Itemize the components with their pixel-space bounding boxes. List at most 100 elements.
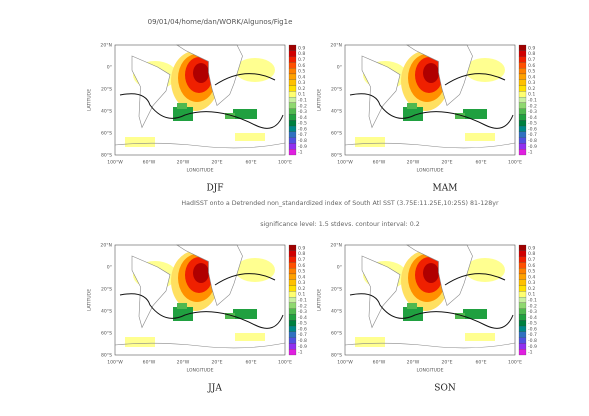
colorbar-cell	[288, 62, 297, 69]
colorbar-label: -0.9	[298, 144, 307, 150]
colorbar-label: 0.9	[528, 45, 535, 51]
x-axis-title: LONGITUDE	[187, 368, 214, 374]
colorbar-cell	[288, 279, 297, 286]
x-tick-label: 100°W	[107, 360, 123, 366]
colorbar-cell	[518, 262, 527, 269]
x-tick-label: 100°E	[278, 160, 292, 166]
colorbar-label: 0.2	[298, 86, 305, 92]
y-tick-label: 0°	[337, 65, 342, 71]
colorbar-label: 0.3	[298, 280, 305, 286]
y-tick-label: 0°	[337, 265, 342, 271]
map	[344, 44, 516, 156]
colorbar-cell	[518, 314, 527, 321]
y-tick-label: 20°N	[330, 243, 342, 249]
colorbar-cell	[288, 297, 297, 303]
colorbar-label: 0.5	[298, 69, 305, 75]
colorbar-label: -0.1	[298, 98, 307, 104]
colorbar-cell	[288, 85, 297, 92]
colorbar-label: -0.1	[298, 298, 307, 304]
colorbar-cell	[518, 108, 527, 115]
y-tick-label: 60°S	[101, 131, 112, 137]
colorbar-label: -0.8	[528, 138, 537, 144]
colorbar-cell	[288, 302, 297, 309]
y-tick-label: 40°S	[101, 309, 112, 315]
colorbar-label: 0.7	[298, 57, 305, 63]
colorbar-label: -1	[298, 350, 303, 356]
colorbar-cell	[288, 125, 297, 132]
map	[114, 44, 286, 156]
y-tick-label: 20°S	[331, 87, 342, 93]
colorbar-cell	[518, 343, 527, 350]
colorbar-label: 0.4	[528, 74, 535, 80]
colorbar-cell	[288, 256, 297, 263]
colorbar-label: -0.3	[298, 309, 307, 315]
colorbar-label: -0.2	[528, 103, 537, 109]
x-tick-label: 20°E	[441, 160, 452, 166]
colorbar-label: -0.5	[528, 321, 537, 327]
colorbar-label: 0.2	[528, 286, 535, 292]
colorbar-cell	[288, 291, 297, 298]
colorbar-cell	[518, 285, 527, 292]
x-tick-label: 60°W	[373, 160, 386, 166]
colorbar-cell	[518, 320, 527, 327]
colorbar-cell	[518, 91, 527, 98]
colorbar-label: -0.8	[298, 138, 307, 144]
colorbar-cell	[518, 44, 527, 51]
colorbar-cell	[288, 343, 297, 350]
colorbar-cell	[288, 50, 297, 57]
colorbar-cell	[288, 244, 297, 251]
colorbar-cell	[288, 79, 297, 86]
colorbar-label: 0.9	[298, 45, 305, 51]
colorbar-label: 0.8	[528, 51, 535, 57]
colorbar-cell	[288, 349, 297, 356]
colorbar-cell	[288, 149, 297, 156]
colorbar-label: -0.5	[298, 121, 307, 127]
colorbar-label: -0.8	[298, 338, 307, 344]
colorbar-cell	[518, 331, 527, 338]
colorbar-cell	[518, 68, 527, 75]
y-axis-title: LATITUDE	[317, 89, 323, 111]
colorbar-label: 0.7	[528, 57, 535, 63]
colorbar-label: 0.5	[298, 269, 305, 275]
colorbar-cell	[518, 308, 527, 315]
colorbar-cell	[288, 273, 297, 280]
x-tick-label: 20°E	[211, 360, 222, 366]
colorbar-label: -0.9	[298, 344, 307, 350]
colorbar-cell	[518, 273, 527, 280]
colorbar-label: -0.7	[528, 132, 537, 138]
colorbar-cell	[518, 125, 527, 132]
colorbar-cell	[288, 120, 297, 127]
colorbar-cell	[518, 297, 527, 303]
x-tick-label: 20°E	[441, 360, 452, 366]
colorbar-cell	[288, 114, 297, 121]
colorbar-cell	[288, 102, 297, 109]
colorbar-label: -0.3	[298, 109, 307, 115]
y-tick-label: 40°S	[331, 109, 342, 115]
colorbar-label: -0.1	[528, 298, 537, 304]
x-tick-label: 100°W	[337, 160, 353, 166]
colorbar-cell	[518, 143, 527, 150]
x-tick-label: 100°E	[508, 360, 522, 366]
caption-line: HadISST onto a Detrended non_standardize…	[181, 200, 499, 207]
header: 09/01/04/home/dan/WORK/Algunos/Fig1e	[148, 18, 293, 26]
colorbar-cell	[518, 73, 527, 80]
x-tick-label: 60°W	[373, 360, 386, 366]
colorbar-cell	[518, 97, 527, 103]
colorbar-cell	[518, 85, 527, 92]
y-tick-label: 80°S	[331, 153, 342, 159]
season-label: MAM	[433, 184, 458, 194]
colorbar-label: 0.1	[298, 292, 305, 298]
colorbar-cell	[518, 79, 527, 86]
x-tick-label: 20°W	[177, 360, 190, 366]
colorbar-cell	[518, 137, 527, 144]
colorbar-cell	[288, 56, 297, 63]
colorbar-label: 0.5	[528, 69, 535, 75]
colorbar-label: -0.4	[298, 315, 307, 321]
colorbar-label: -0.6	[298, 126, 307, 132]
colorbar-label: 0.1	[528, 92, 535, 98]
colorbar-cell	[518, 102, 527, 109]
colorbar-cell	[288, 131, 297, 138]
y-tick-label: 20°N	[100, 243, 112, 249]
colorbar-cell	[518, 349, 527, 356]
